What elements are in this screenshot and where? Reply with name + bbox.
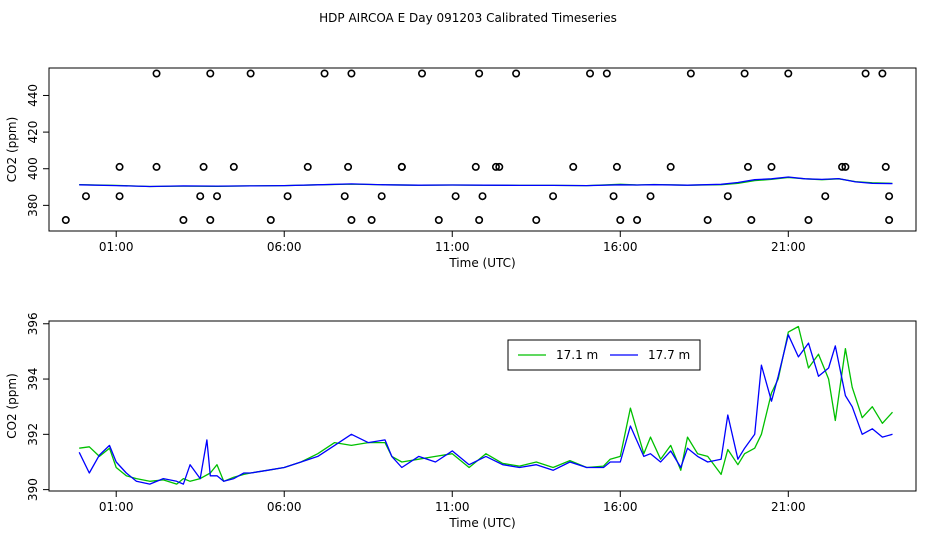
y-tick-label: 390: [26, 478, 40, 501]
data-point-marker: [61, 216, 70, 225]
data-point-marker: [532, 216, 541, 225]
data-point-marker: [434, 216, 443, 225]
data-point-marker: [861, 69, 870, 78]
data-point-marker: [747, 216, 756, 225]
y-axis-label: CO2 (ppm): [5, 373, 19, 439]
data-point-marker: [320, 69, 329, 78]
y-axis-label: CO2 (ppm): [5, 117, 19, 183]
legend-entry: 17.1 m: [556, 348, 598, 362]
data-point-marker: [586, 69, 595, 78]
data-point-marker: [206, 69, 215, 78]
x-tick-label: 16:00: [603, 500, 638, 514]
data-point-marker: [804, 216, 813, 225]
data-point-marker: [885, 192, 894, 201]
data-point-marker: [303, 162, 312, 171]
data-point-marker: [152, 162, 161, 171]
marker-series: [61, 69, 894, 225]
data-point-marker: [821, 192, 830, 201]
x-tick-label: 01:00: [99, 500, 134, 514]
x-tick-label: 01:00: [99, 240, 134, 254]
x-tick-label: 06:00: [267, 500, 302, 514]
x-tick-label: 11:00: [435, 240, 470, 254]
x-tick-label: 21:00: [771, 500, 806, 514]
data-point-marker: [616, 216, 625, 225]
legend-entry: 17.7 m: [648, 348, 690, 362]
data-point-marker: [666, 162, 675, 171]
data-point-marker: [397, 162, 406, 171]
data-point-marker: [266, 216, 275, 225]
data-point-marker: [881, 162, 890, 171]
data-point-marker: [115, 162, 124, 171]
data-point-marker: [841, 162, 850, 171]
legend: 17.1 m 17.7 m: [507, 339, 701, 371]
data-point-marker: [471, 162, 480, 171]
x-tick-label: 21:00: [771, 240, 806, 254]
data-point-marker: [206, 216, 215, 225]
data-point-marker: [478, 192, 487, 201]
data-point-marker: [612, 162, 621, 171]
x-tick-label: 16:00: [603, 240, 638, 254]
y-tick-label: 440: [26, 84, 40, 107]
data-point-marker: [81, 192, 90, 201]
data-point-marker: [199, 162, 208, 171]
data-point-marker: [283, 192, 292, 201]
y-tick-label: 392: [26, 423, 40, 446]
data-point-marker: [246, 69, 255, 78]
data-point-marker: [152, 69, 161, 78]
y-tick-label: 420: [26, 121, 40, 144]
data-point-marker: [475, 69, 484, 78]
data-point-marker: [633, 216, 642, 225]
data-point-marker: [347, 216, 356, 225]
y-tick-label: 380: [26, 194, 40, 217]
data-point-marker: [179, 216, 188, 225]
data-point-marker: [367, 216, 376, 225]
data-point-marker: [196, 192, 205, 201]
data-point-marker: [344, 162, 353, 171]
x-axis-label: Time (UTC): [448, 516, 515, 530]
data-point-marker: [512, 69, 521, 78]
data-point-marker: [569, 162, 578, 171]
data-point-marker: [347, 69, 356, 78]
y-tick-label: 396: [26, 312, 40, 335]
data-point-marker: [743, 162, 752, 171]
x-tick-label: 11:00: [435, 500, 470, 514]
plot-frame: [48, 320, 917, 492]
data-point-marker: [703, 216, 712, 225]
panel-bottom: 01:00 06:00 11:00 16:00 21:00 390 392 394 396 Tim…: [5, 312, 917, 530]
data-point-marker: [646, 192, 655, 201]
data-point-marker: [549, 192, 558, 201]
plot-frame: [48, 67, 917, 232]
data-point-marker: [723, 192, 732, 201]
data-point-marker: [213, 192, 222, 201]
data-point-marker: [885, 216, 894, 225]
x-axis-label: Time (UTC): [448, 256, 515, 270]
data-point-marker: [686, 69, 695, 78]
data-point-marker: [340, 192, 349, 201]
y-tick-label: 394: [26, 368, 40, 391]
panel-top: 01:00 06:00 11:00 16:00 21:00 380 400 420 440 Tim…: [5, 67, 917, 270]
series-line-17-7-m: [78, 334, 893, 485]
data-point-marker: [740, 69, 749, 78]
data-point-marker: [767, 162, 776, 171]
series-line-blue: [79, 176, 893, 188]
data-point-marker: [495, 162, 504, 171]
data-point-marker: [475, 216, 484, 225]
data-point-marker: [838, 162, 847, 171]
data-point-marker: [878, 69, 887, 78]
data-point-marker: [229, 162, 238, 171]
data-point-marker: [491, 162, 500, 171]
data-point-marker: [418, 69, 427, 78]
series-line-17-1-m: [79, 325, 893, 485]
data-point-marker: [602, 69, 611, 78]
data-point-marker: [609, 192, 618, 201]
x-tick-label: 06:00: [267, 240, 302, 254]
chart-title: HDP AIRCOA E Day 091203 Calibrated Times…: [319, 11, 617, 25]
y-tick-label: 400: [26, 157, 40, 180]
data-point-marker: [377, 192, 386, 201]
data-point-marker: [784, 69, 793, 78]
data-point-marker: [451, 192, 460, 201]
data-point-marker: [115, 192, 124, 201]
